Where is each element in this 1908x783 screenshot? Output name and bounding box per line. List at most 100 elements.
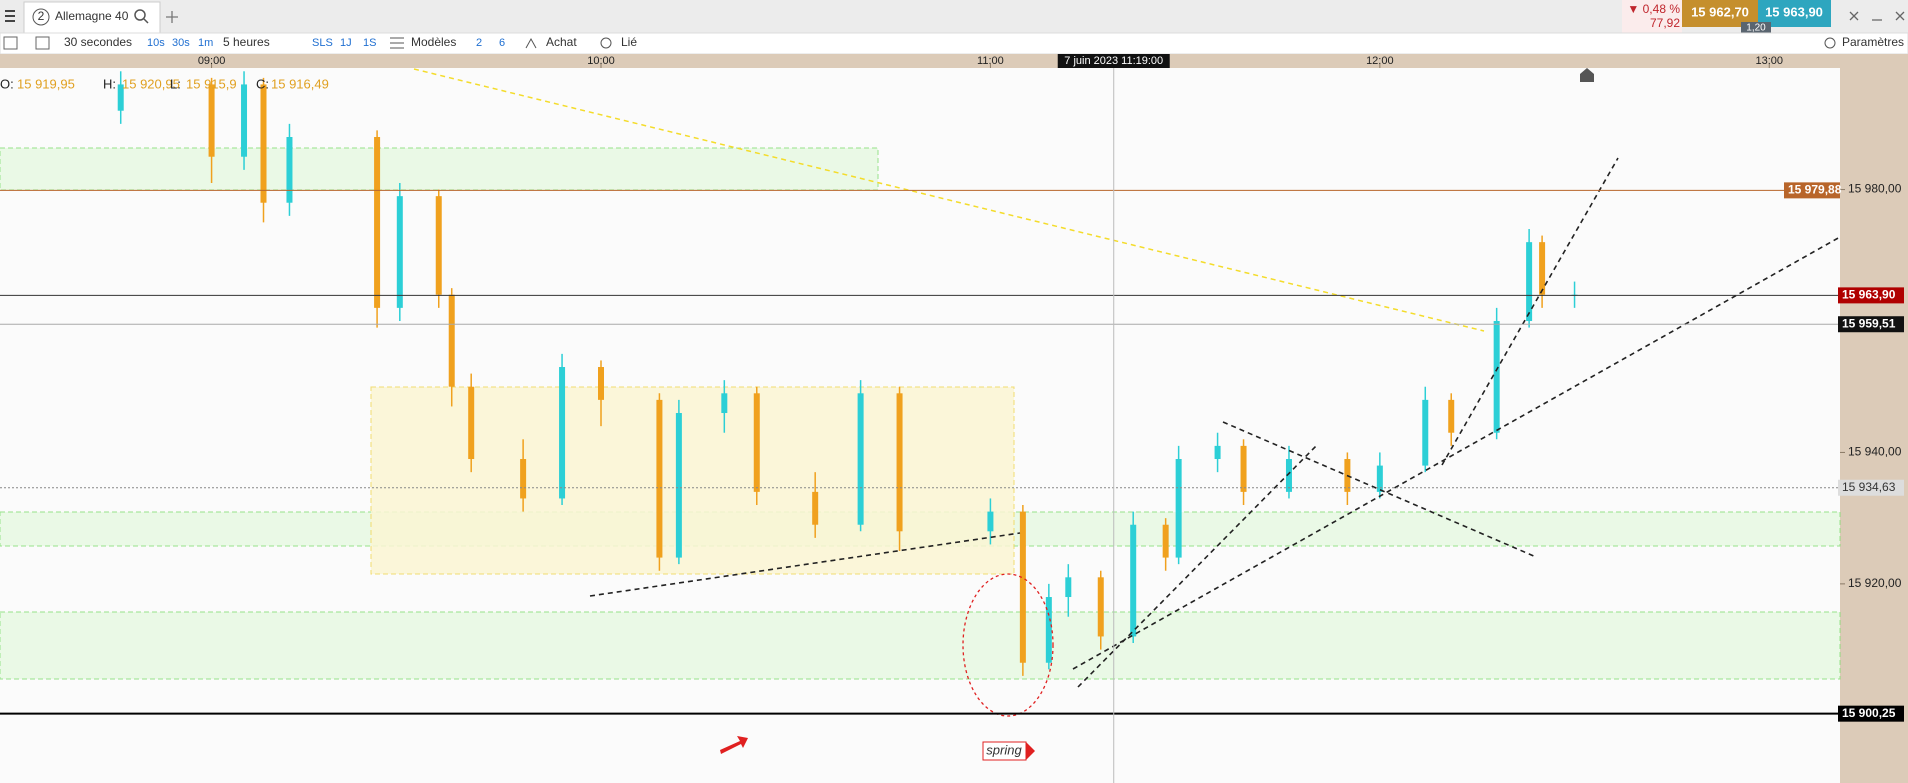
tab-badge [32,8,50,26]
candle-body [656,399,663,558]
change-pct: ▼ 0,48 % [1627,2,1680,16]
ohlc-key: H: [103,76,116,91]
trendline [589,532,1021,597]
trendline [1222,421,1537,558]
templates[interactable]: Modèles [411,35,456,49]
count-button[interactable]: 2 [476,37,482,49]
price-label: 15 934,63 [1842,480,1896,494]
ask: 15 963,90 [1765,4,1823,19]
bid: 15 962,70 [1691,4,1749,19]
candle-body [241,84,248,157]
candle-body [1448,399,1455,433]
period-button[interactable]: 1J [340,37,352,49]
candle-body [520,459,527,499]
tab[interactable] [23,1,161,34]
search-icon[interactable] [134,9,146,21]
settings[interactable]: Paramètres [1842,35,1904,49]
candle-body [1065,577,1072,598]
panel-icon[interactable] [3,36,18,50]
order-icon[interactable] [525,37,537,49]
candle-body [1162,524,1169,558]
order[interactable]: Achat [546,35,577,49]
candle-body [1240,445,1247,492]
link-icon[interactable] [600,37,612,49]
crosshair-label: 7 juin 2023 11:19:00 [1064,55,1163,67]
settings-icon[interactable] [1824,37,1836,49]
interval-button[interactable]: 30s [172,37,190,49]
candle-body [1045,597,1052,663]
ohlc-value: 15 916,49 [271,76,329,91]
candle-body [1285,459,1292,492]
candle-body [1493,321,1500,433]
alert-icon[interactable] [1580,68,1594,82]
range[interactable]: 5 heures [223,35,270,49]
candle-body [1539,242,1546,295]
price-label: 15 900,25 [1842,706,1896,720]
instrument: Allemagne 40 [55,9,129,23]
trendline [1072,236,1841,670]
price-label-box [1838,316,1904,333]
candle-body [1526,242,1533,322]
spread-box [1741,22,1771,33]
period-button[interactable]: 1S [363,37,376,49]
change-abs: 77,92 [1650,16,1680,30]
x-tick-label: 12:00 [1366,55,1394,67]
interval[interactable]: 30 secondes [64,35,132,49]
candle-body [675,413,682,558]
trendline [413,68,1485,332]
price-axis [1840,54,1908,783]
interval-button[interactable]: 10s [147,37,165,49]
ohlc-value: 15 915,9 [186,76,237,91]
x-tick-label: 11:00 [977,55,1004,67]
time-axis [0,54,1840,68]
interval-button[interactable]: 1m [198,37,213,49]
candle-body [374,137,381,308]
window-icons[interactable] [1849,11,1905,21]
period-button[interactable]: SLS [312,37,333,49]
price-label: 15 959,51 [1842,316,1896,330]
candle-body [1422,399,1429,466]
menu-icon[interactable] [5,10,15,22]
templates-icon[interactable] [390,37,404,49]
candle-body [468,386,475,460]
add-tab[interactable] [166,11,178,23]
count-button[interactable]: 6 [499,37,505,49]
tab-bar [0,0,1908,33]
x-tick-label: 09:00 [198,55,226,67]
candle-body [1097,577,1104,637]
marks [117,71,1578,676]
candle-body [208,84,215,157]
arrow [720,736,748,754]
y-tick-label: 15 980,00 [1848,182,1902,196]
y-tick-label: 15 940,00 [1848,445,1902,459]
ohlc-key: C: [256,76,269,91]
candle-body [812,491,819,525]
price-label-box [1784,182,1840,199]
candle-body [896,393,903,532]
layout-icon[interactable] [35,36,50,50]
x-tick-label: 13:00 [1755,55,1783,67]
zone [0,147,879,191]
candle-body [396,196,403,308]
candle-body [1130,524,1137,637]
ohlc-key: O: [0,76,14,91]
price-label-box [1838,287,1904,304]
toolbar [0,32,1908,55]
price-label: 15 979,88 [1788,183,1842,197]
candle-body [598,367,605,400]
zone [0,611,1841,680]
price-label-box [1838,479,1904,496]
link[interactable]: Lié [621,35,637,49]
candle-body [721,393,728,414]
annotation: spring [986,742,1022,757]
change-box [1622,0,1682,33]
ohlc-value: 15 919,95 [17,76,75,91]
candle-body [260,84,267,203]
y-tick-label: 15 920,00 [1848,576,1902,590]
candle-body [753,393,760,492]
candle-body [1019,511,1026,663]
x-tick-label: 10:00 [587,55,615,67]
candle-body [435,196,442,295]
